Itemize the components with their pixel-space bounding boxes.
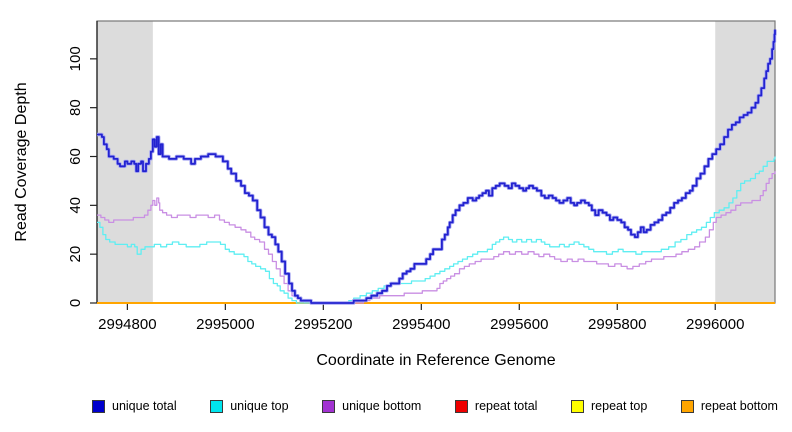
legend-swatch-repeat-top xyxy=(571,399,584,413)
legend-item-repeat-total: repeat total xyxy=(454,399,538,413)
legend-label: repeat top xyxy=(591,399,648,413)
legend-label: unique top xyxy=(230,399,289,413)
legend-swatch-unique-total xyxy=(92,399,105,413)
plot-box xyxy=(96,20,776,304)
legend: unique total unique top unique bottom repea… xyxy=(92,399,778,413)
x-tick-label: 2995400 xyxy=(392,316,450,333)
legend-swatch-unique-bottom xyxy=(322,399,336,413)
shaded-region xyxy=(715,21,775,303)
x-tick-label: 2995000 xyxy=(196,316,254,333)
y-tick-label: 60 xyxy=(67,148,84,165)
y-tick-label: 80 xyxy=(67,99,84,116)
x-axis-title: Coordinate in Reference Genome xyxy=(316,352,556,369)
legend-label: repeat total xyxy=(474,399,538,413)
series-line-unique-bottom xyxy=(97,171,776,304)
series-line-unique-total-halo xyxy=(97,29,777,305)
y-tick-label: 40 xyxy=(67,197,84,214)
x-tick-label: 2995800 xyxy=(588,316,646,333)
legend-item-repeat-bottom: repeat bottom xyxy=(680,399,778,413)
y-tick-label: 20 xyxy=(67,246,84,263)
series-line-unique-total xyxy=(97,29,776,304)
legend-label: unique bottom xyxy=(342,399,422,413)
legend-label: unique total xyxy=(112,399,177,413)
legend-label: repeat bottom xyxy=(700,399,778,413)
legend-item-unique-total: unique total xyxy=(92,399,177,413)
y-tick-label: 100 xyxy=(67,46,84,71)
y-axis-title: Read Coverage Depth xyxy=(13,82,30,242)
coverage-chart-canvas: 2994800 2995000 2995200 2995400 2995600 29958… xyxy=(67,20,777,333)
legend-item-unique-top: unique top xyxy=(210,399,289,413)
x-tick-label: 2994800 xyxy=(98,316,156,333)
legend-item-unique-bottom: unique bottom xyxy=(322,399,421,413)
legend-item-repeat-top: repeat top xyxy=(571,399,647,413)
legend-swatch-repeat-total xyxy=(454,399,468,413)
legend-swatch-unique-top xyxy=(210,399,224,413)
series-line-unique-top xyxy=(97,156,776,304)
x-tick-label: 2995600 xyxy=(490,316,548,333)
legend-swatch-repeat-bottom xyxy=(680,399,694,413)
x-tick-label: 2995200 xyxy=(294,316,352,333)
x-tick-label: 2996000 xyxy=(686,316,744,333)
y-tick-label: 0 xyxy=(67,299,84,307)
